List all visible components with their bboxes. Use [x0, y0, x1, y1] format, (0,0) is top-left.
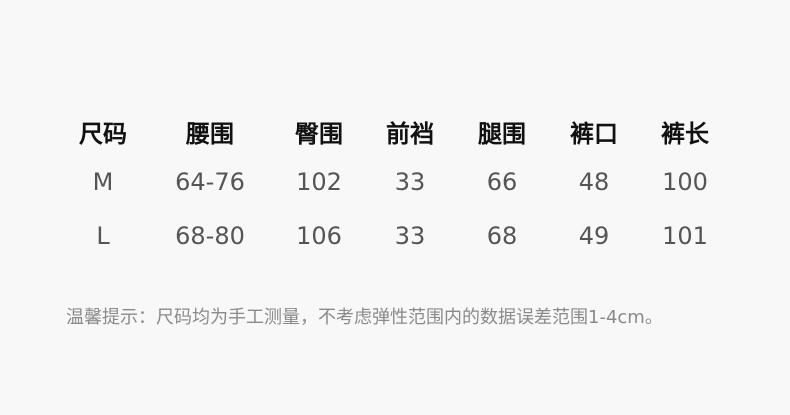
table-cell: 68-80 — [175, 222, 245, 250]
table-cell: 48 — [578, 168, 610, 196]
column-header: 臀围 — [295, 120, 343, 148]
table-cell: M — [92, 168, 114, 196]
table-cell: 49 — [578, 222, 610, 250]
table-cell: L — [96, 222, 110, 250]
table-cell: 68 — [486, 222, 518, 250]
column-header: 尺码 — [79, 120, 127, 148]
table-cell: 102 — [296, 168, 342, 196]
size-note: 温馨提示：尺码均为手工测量，不考虑弹性范围内的数据误差范围1-4cm。 — [66, 307, 663, 328]
column-header: 腿围 — [478, 120, 526, 148]
table-cell: 100 — [662, 168, 708, 196]
column-header: 腰围 — [186, 120, 234, 148]
column-header: 前裆 — [386, 120, 434, 148]
column-header: 裤长 — [661, 120, 709, 148]
table-cell: 106 — [296, 222, 342, 250]
table-cell: 33 — [394, 168, 426, 196]
table-cell: 101 — [662, 222, 708, 250]
table-cell: 66 — [486, 168, 518, 196]
table-cell: 64-76 — [175, 168, 245, 196]
column-header: 裤口 — [570, 120, 618, 148]
table-cell: 33 — [394, 222, 426, 250]
